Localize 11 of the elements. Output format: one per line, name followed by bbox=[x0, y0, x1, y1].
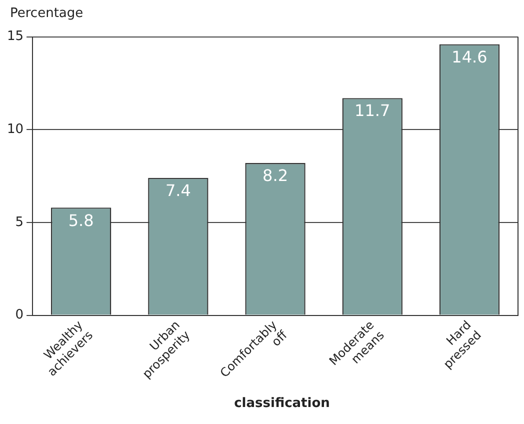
data-label: 7.4 bbox=[165, 181, 191, 200]
y-tick-label: 15 bbox=[6, 29, 24, 44]
y-tick-label: 0 bbox=[15, 308, 24, 323]
x-axis-title: classification bbox=[233, 396, 331, 411]
y-axis-title: Percentage bbox=[10, 6, 84, 21]
y-tick-label: 10 bbox=[6, 122, 24, 138]
y-tick-label: 5 bbox=[15, 214, 24, 230]
data-label: 8.2 bbox=[262, 166, 288, 186]
data-label: 14.6 bbox=[452, 47, 488, 66]
data-label: 11.7 bbox=[354, 101, 390, 120]
data-label: 5.8 bbox=[68, 210, 94, 230]
